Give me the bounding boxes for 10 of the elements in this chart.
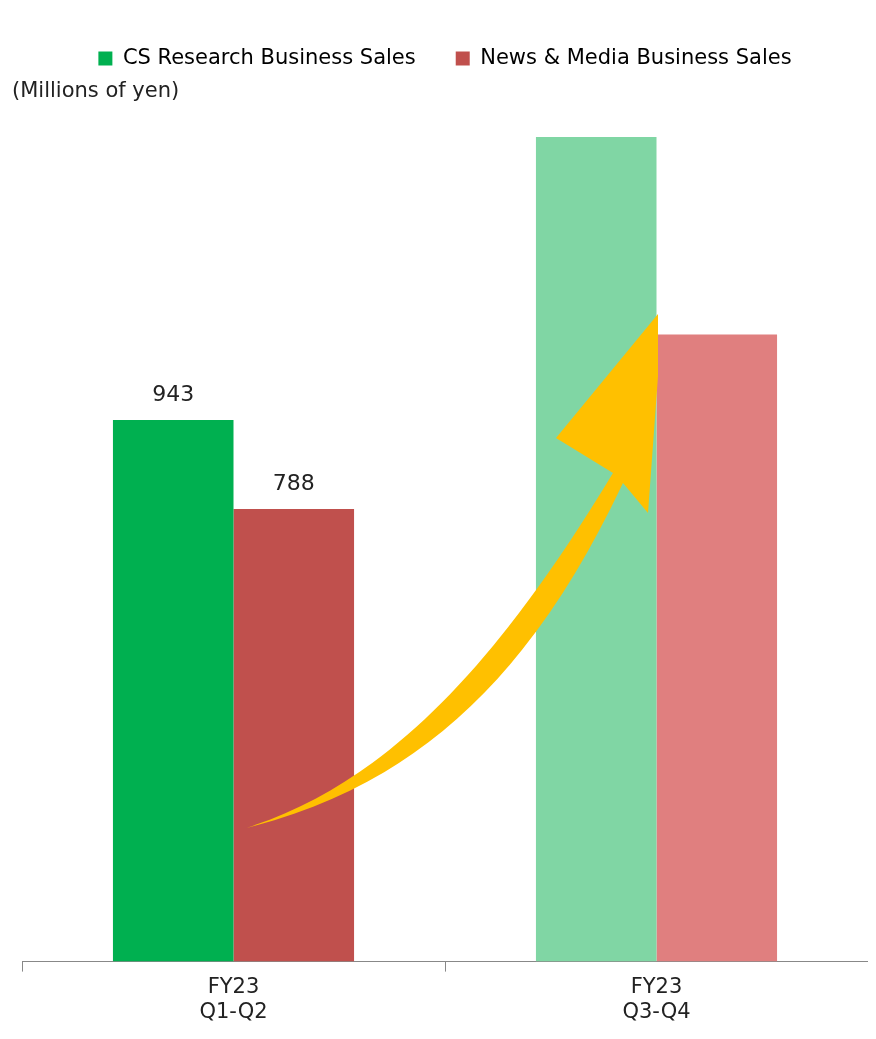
y-axis-title: (Millions of yen): [12, 78, 180, 102]
bar: [233, 509, 355, 962]
data-label: 943: [152, 380, 195, 406]
bar: [112, 420, 234, 962]
legend-label: CS Research Business Sales: [122, 44, 416, 69]
legend-label: News & Media Business Sales: [480, 44, 792, 69]
bar: [656, 334, 778, 962]
data-label: 788: [272, 469, 315, 495]
x-tick-label: FY23 Q3-Q4: [622, 973, 691, 1023]
x-tick-label: FY23 Q1-Q2: [199, 973, 268, 1023]
